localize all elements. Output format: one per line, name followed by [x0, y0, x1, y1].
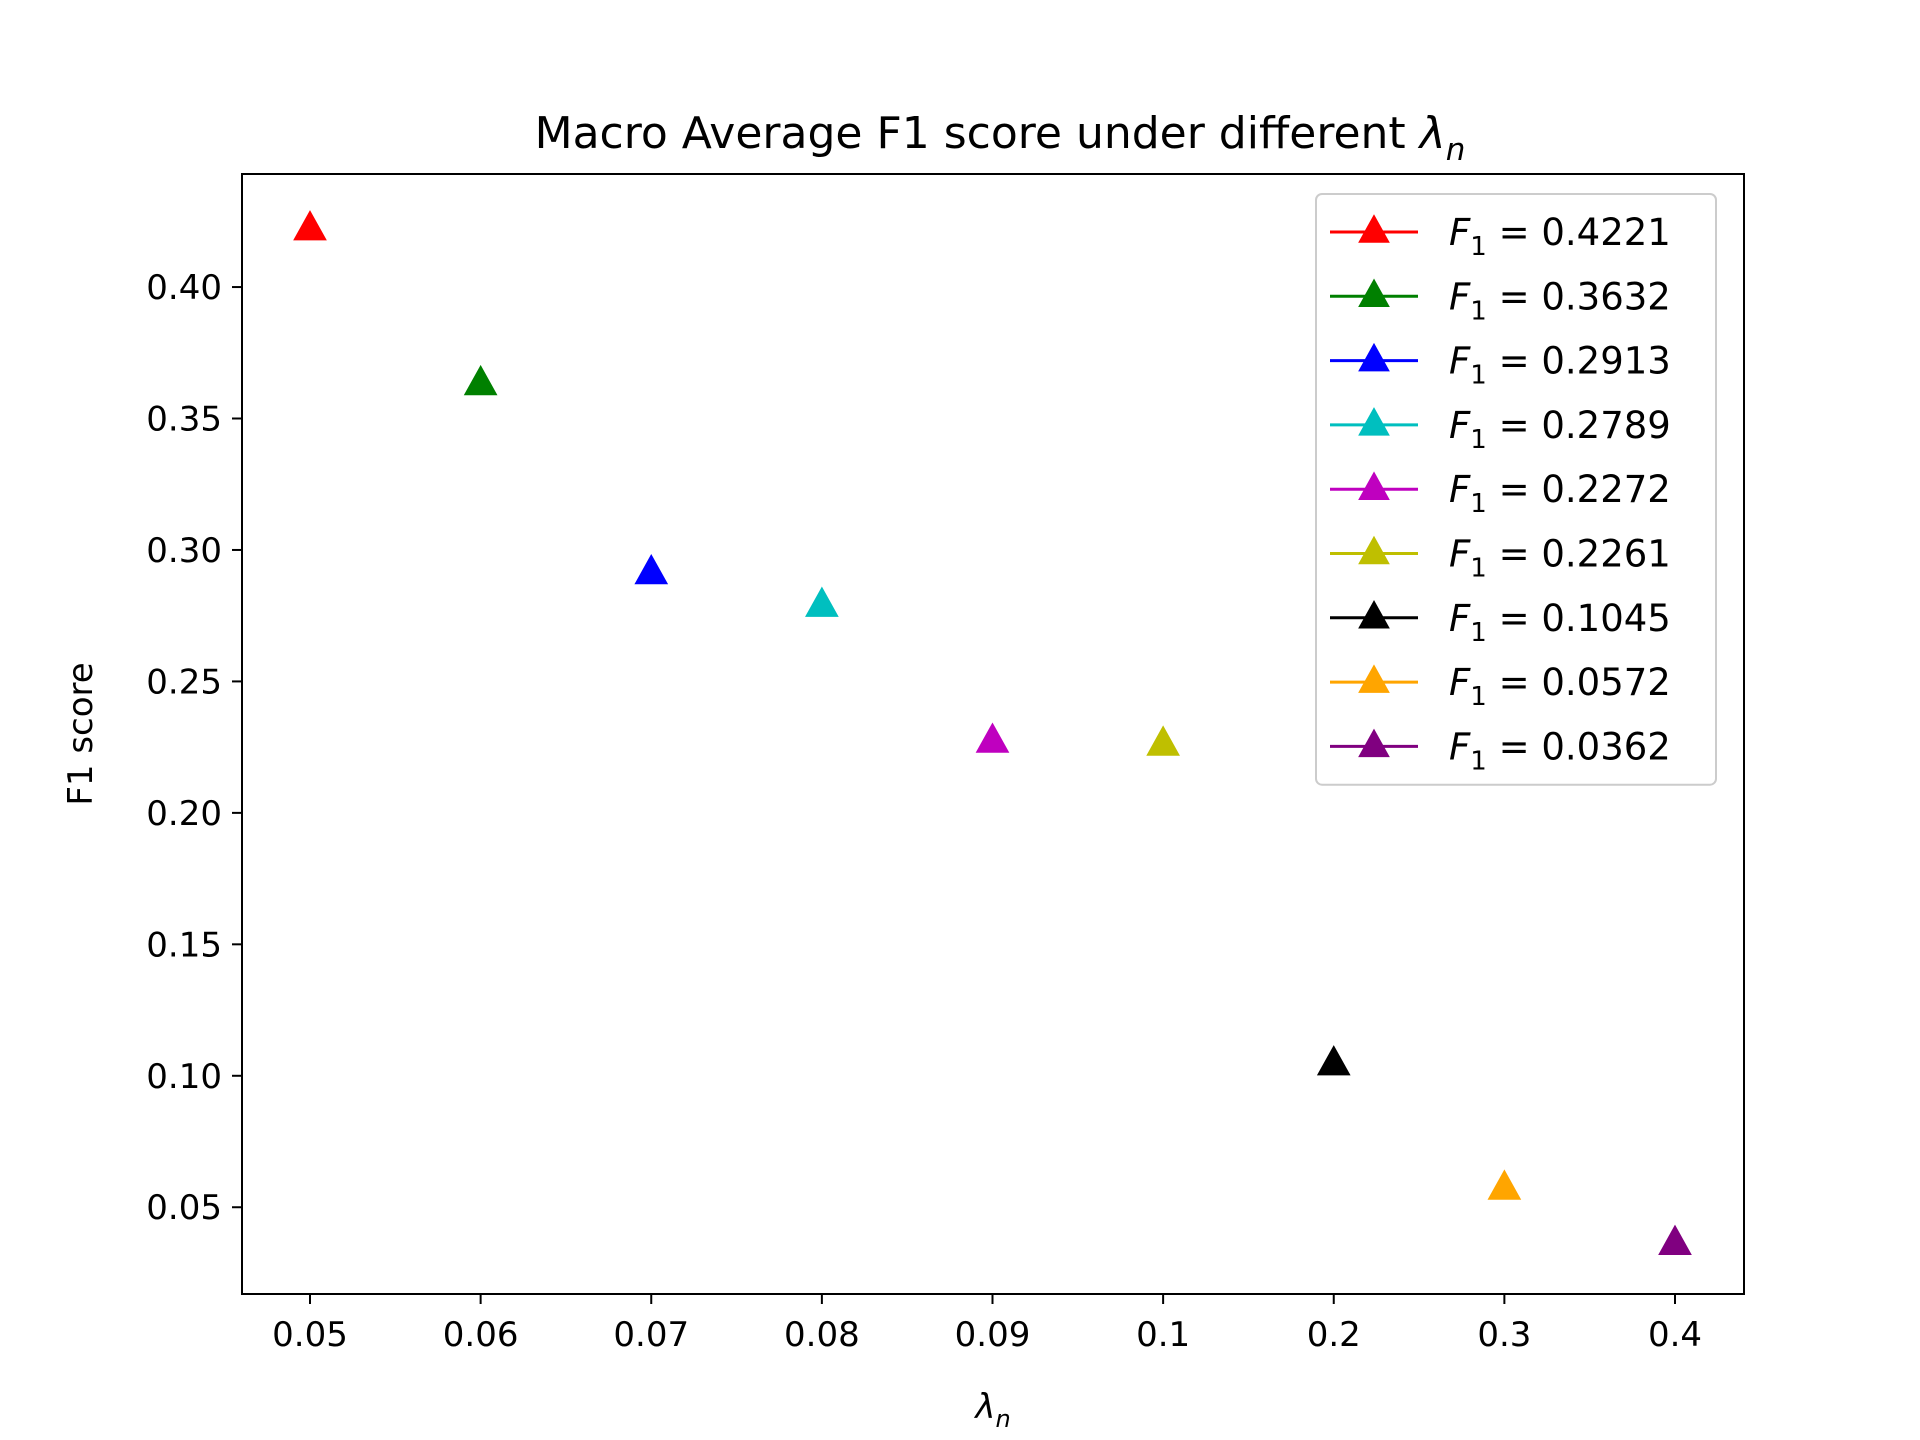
legend-label: F1 = 0.2272 [1449, 468, 1671, 519]
x-tick-label: 0.06 [443, 1315, 519, 1355]
y-tick-label: 0.30 [146, 531, 222, 571]
legend-symbol: F [1449, 725, 1471, 768]
legend-value: 0.2272 [1541, 468, 1670, 511]
legend-marker [1358, 342, 1390, 372]
y-tick-label: 0.10 [146, 1057, 222, 1097]
x-axis-label-subscript: n [995, 1405, 1010, 1433]
data-point [1146, 725, 1180, 756]
legend-symbol: F [1449, 533, 1471, 576]
legend-label: F1 = 0.0572 [1449, 661, 1671, 712]
data-point [463, 364, 498, 396]
legend-marker [1358, 407, 1390, 436]
x-tick-label: 0.07 [613, 1315, 689, 1355]
legend-label: F1 = 0.0362 [1449, 725, 1671, 776]
legend-symbol: F [1449, 211, 1471, 254]
legend-subscript: 1 [1470, 232, 1487, 262]
legend-equals: = [1487, 275, 1542, 318]
legend-equals: = [1487, 211, 1542, 254]
y-tick-label: 0.15 [146, 925, 222, 965]
data-point [1316, 1045, 1351, 1076]
legend-label: F1 = 0.3632 [1449, 275, 1671, 326]
legend-equals: = [1487, 468, 1542, 511]
legend-marker [1358, 664, 1390, 693]
legend-label: F1 = 0.4221 [1449, 211, 1671, 262]
legend-marker [1358, 535, 1390, 565]
y-tick-label: 0.25 [146, 662, 222, 702]
legend-equals: = [1487, 404, 1542, 447]
x-axis-label: λn [973, 1387, 1010, 1433]
y-axis: 0.05 0.10 0.15 0.20 0.25 0.30 0.35 0.40 [146, 268, 242, 1228]
legend-subscript: 1 [1470, 425, 1487, 455]
legend-label: F1 = 0.2789 [1449, 404, 1671, 455]
legend-marker [1358, 728, 1390, 758]
chart-title-subscript: n [1446, 132, 1466, 168]
x-tick-label: 0.3 [1477, 1315, 1531, 1355]
legend-symbol: F [1449, 404, 1471, 447]
legend-symbol: F [1449, 661, 1471, 704]
chart-title: Macro Average F1 score under different λ… [535, 108, 1466, 168]
legend-subscript: 1 [1470, 489, 1487, 519]
data-point [805, 586, 839, 617]
legend-marker [1358, 214, 1390, 243]
legend-equals: = [1487, 597, 1542, 640]
x-axis: 0.05 0.06 0.07 0.08 0.09 0.1 0.2 0.3 0.4 [272, 1294, 1702, 1355]
legend-symbol: F [1449, 597, 1471, 640]
legend-subscript: 1 [1470, 554, 1487, 584]
x-tick-label: 0.09 [955, 1315, 1031, 1355]
legend-equals: = [1487, 725, 1542, 768]
x-tick-label: 0.05 [272, 1315, 348, 1355]
legend-value: 0.1045 [1541, 597, 1670, 640]
y-tick-label: 0.35 [146, 400, 222, 440]
y-axis-label: F1 score [61, 662, 101, 805]
legend-marker [1358, 471, 1390, 500]
legend-symbol: F [1449, 340, 1471, 383]
legend-value: 0.4221 [1541, 211, 1670, 254]
data-point [634, 553, 669, 585]
data-point [293, 210, 327, 241]
legend-subscript: 1 [1470, 618, 1487, 648]
legend-marker [1358, 600, 1390, 629]
chart-title-symbol: λ [1418, 108, 1446, 159]
y-tick-label: 0.20 [146, 794, 222, 834]
legend-subscript: 1 [1470, 746, 1487, 776]
data-point [1658, 1224, 1692, 1255]
legend-value: 0.0572 [1541, 661, 1670, 704]
legend-value: 0.3632 [1541, 275, 1670, 318]
legend-symbol: F [1449, 468, 1471, 511]
x-tick-label: 0.08 [784, 1315, 860, 1355]
legend-label: F1 = 0.2261 [1449, 533, 1671, 584]
legend-value: 0.2261 [1541, 533, 1670, 576]
legend-value: 0.2789 [1541, 404, 1670, 447]
x-tick-label: 0.1 [1136, 1315, 1190, 1355]
legend-subscript: 1 [1470, 296, 1487, 326]
legend-marker [1358, 278, 1390, 308]
y-tick-label: 0.05 [146, 1188, 222, 1228]
legend-equals: = [1487, 533, 1542, 576]
legend-value: 0.0362 [1541, 725, 1670, 768]
data-point [1487, 1169, 1522, 1200]
legend-box [1315, 193, 1717, 786]
legend-label: F1 = 0.1045 [1449, 597, 1671, 648]
x-tick-label: 0.4 [1648, 1315, 1702, 1355]
legend-equals: = [1487, 661, 1542, 704]
legend-value: 0.2913 [1541, 340, 1670, 383]
legend-label: F1 = 0.2913 [1449, 340, 1671, 391]
data-points [293, 210, 1692, 1255]
legend-subscript: 1 [1470, 682, 1487, 712]
legend-symbol: F [1449, 275, 1471, 318]
y-tick-label: 0.40 [146, 268, 222, 308]
x-tick-label: 0.2 [1307, 1315, 1361, 1355]
chart-title-text: Macro Average F1 score under different [535, 108, 1420, 159]
x-axis-label-symbol: λ [973, 1387, 995, 1427]
data-point [975, 722, 1010, 753]
legend-subscript: 1 [1470, 361, 1487, 391]
legend-equals: = [1487, 340, 1542, 383]
